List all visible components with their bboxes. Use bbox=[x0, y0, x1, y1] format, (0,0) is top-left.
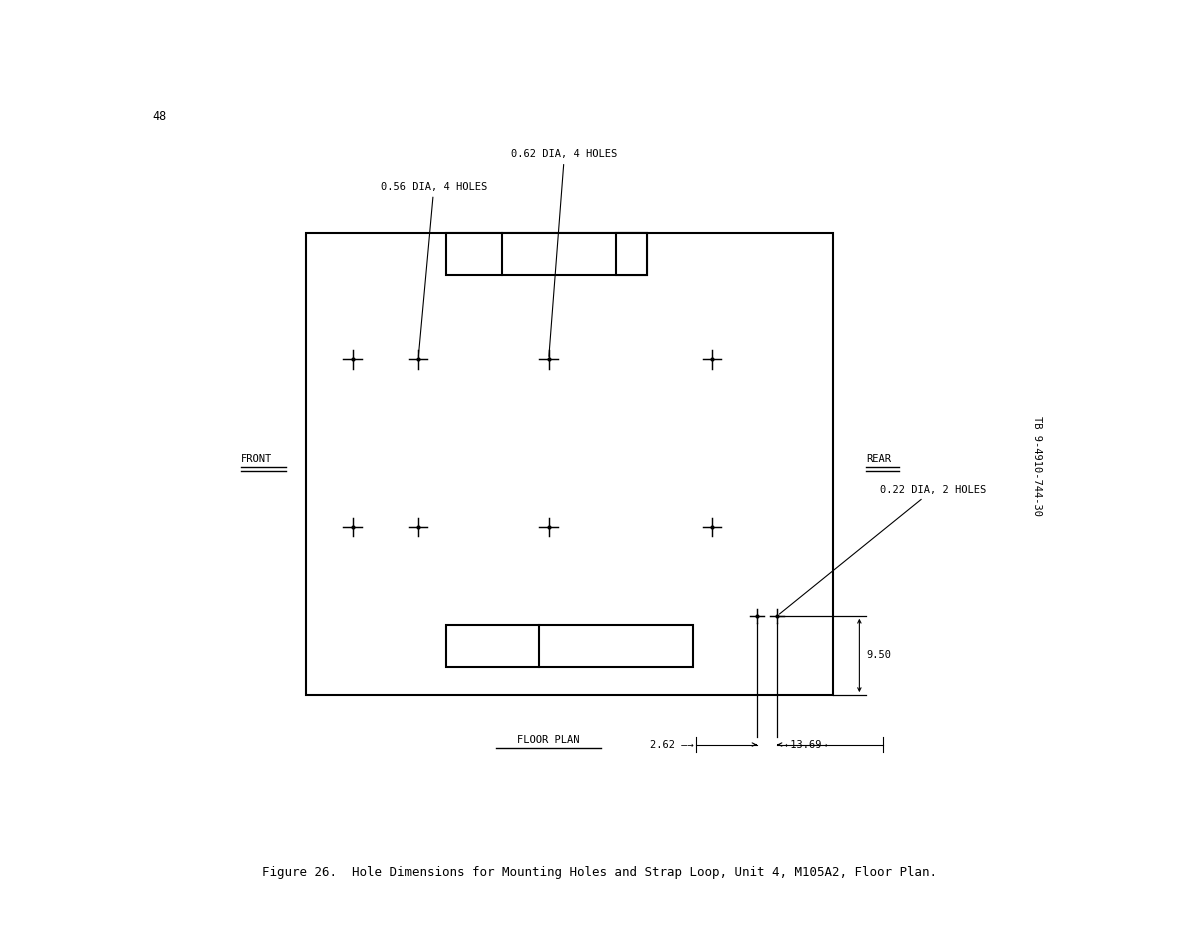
Text: ←13.69→: ←13.69→ bbox=[785, 740, 828, 749]
Bar bbox=[446, 233, 647, 275]
Text: 9.50: 9.50 bbox=[866, 650, 892, 661]
Text: 48: 48 bbox=[152, 110, 167, 123]
Text: FLOOR PLAN: FLOOR PLAN bbox=[517, 735, 580, 745]
Text: 2.62 —→: 2.62 —→ bbox=[650, 740, 695, 749]
Text: TB 9-4910-744-30: TB 9-4910-744-30 bbox=[1032, 416, 1042, 517]
Text: Figure 26.  Hole Dimensions for Mounting Holes and Strap Loop, Unit 4, M105A2, F: Figure 26. Hole Dimensions for Mounting … bbox=[263, 866, 937, 879]
Text: FRONT: FRONT bbox=[241, 453, 272, 464]
Text: 0.62 DIA, 4 HOLES: 0.62 DIA, 4 HOLES bbox=[511, 149, 618, 356]
Text: 0.22 DIA, 2 HOLES: 0.22 DIA, 2 HOLES bbox=[780, 485, 986, 614]
Bar bbox=[616, 233, 647, 275]
Bar bbox=[446, 625, 694, 667]
Bar bbox=[306, 233, 833, 695]
Text: REAR: REAR bbox=[866, 453, 890, 464]
Text: 0.56 DIA, 4 HOLES: 0.56 DIA, 4 HOLES bbox=[380, 182, 487, 356]
